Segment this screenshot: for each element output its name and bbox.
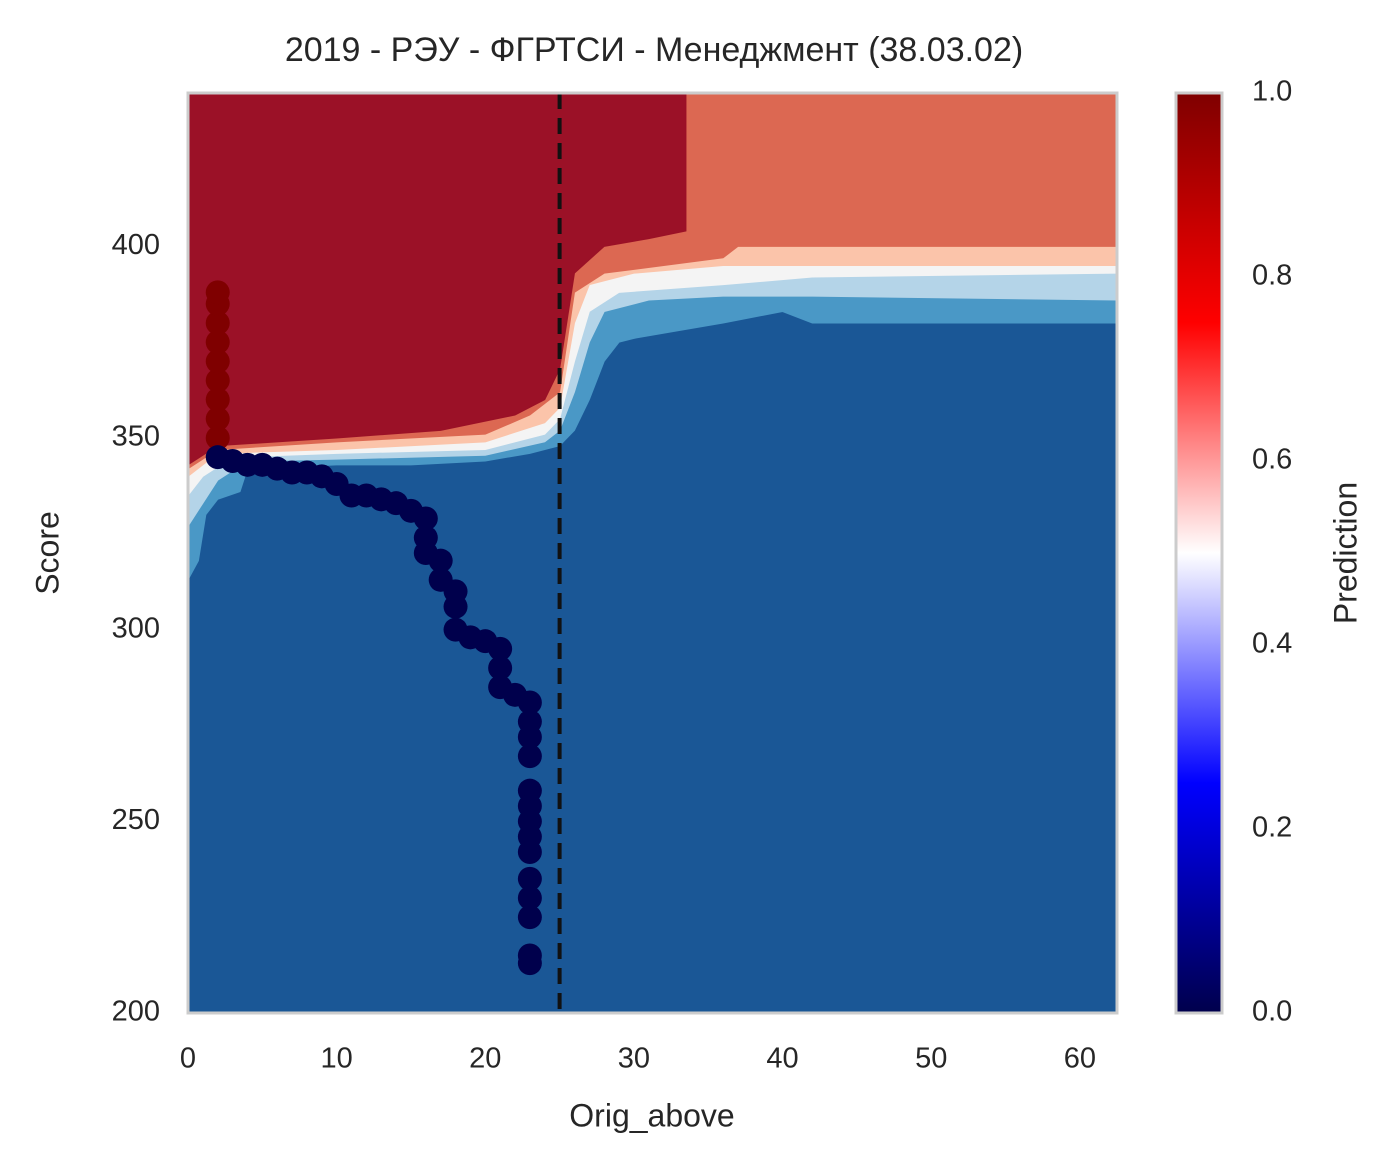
colorbar-tick-label: 0.4: [1252, 628, 1292, 660]
scatter-point: [443, 594, 468, 619]
y-tick-label: 200: [112, 996, 160, 1028]
colorbar: [1174, 91, 1224, 1015]
x-tick-label: 60: [1064, 1043, 1096, 1075]
x-tick-label: 0: [180, 1043, 196, 1075]
plot-area: [188, 93, 1117, 1013]
scatter-point: [517, 866, 542, 891]
scatter-point: [205, 406, 230, 431]
scatter-point: [205, 387, 230, 412]
contour-region: [188, 93, 687, 466]
y-tick-label: 250: [112, 804, 160, 836]
colorbar-tick-label: 0.8: [1252, 260, 1292, 292]
scatter-point: [517, 886, 542, 910]
scatter-point: [488, 636, 513, 661]
scatter-point: [517, 725, 542, 749]
x-tick-label: 50: [915, 1043, 947, 1075]
scatter-point: [205, 330, 230, 355]
colorbar-label: Prediction: [1327, 482, 1363, 624]
scatter-point: [488, 656, 513, 680]
scatter-point: [205, 311, 230, 335]
colorbar-tick-label: 1.0: [1252, 76, 1292, 108]
scatter-point: [205, 426, 230, 450]
x-tick-label: 10: [321, 1043, 353, 1075]
y-tick-label: 300: [112, 612, 160, 644]
scatter-point: [517, 840, 542, 864]
scatter-point: [205, 368, 230, 393]
y-tick-label: 400: [112, 229, 160, 261]
x-tick-label: 30: [618, 1043, 650, 1075]
scatter-point: [517, 905, 542, 930]
scatter-point: [517, 951, 542, 976]
colorbar-tick-label: 0.6: [1252, 444, 1292, 476]
scatter-point: [517, 744, 542, 769]
chart-title: 2019 - РЭУ - ФГРТСИ - Менеджмент (38.03.…: [285, 31, 1023, 69]
scatter-point: [517, 690, 542, 715]
scatter-point: [413, 506, 438, 531]
scatter-point: [205, 349, 230, 374]
x-tick-label: 40: [766, 1043, 798, 1075]
x-axis-label: Orig_above: [569, 1097, 734, 1133]
scatter-point: [428, 548, 453, 573]
colorbar-tick-label: 0.2: [1252, 812, 1292, 844]
scatter-point: [205, 280, 230, 305]
plot-frame: [186, 91, 1119, 1015]
colorbar-tick-label: 0.0: [1252, 996, 1292, 1028]
y-tick-label: 350: [112, 421, 160, 453]
y-axis-label: Score: [29, 511, 65, 595]
x-tick-label: 20: [469, 1043, 501, 1075]
